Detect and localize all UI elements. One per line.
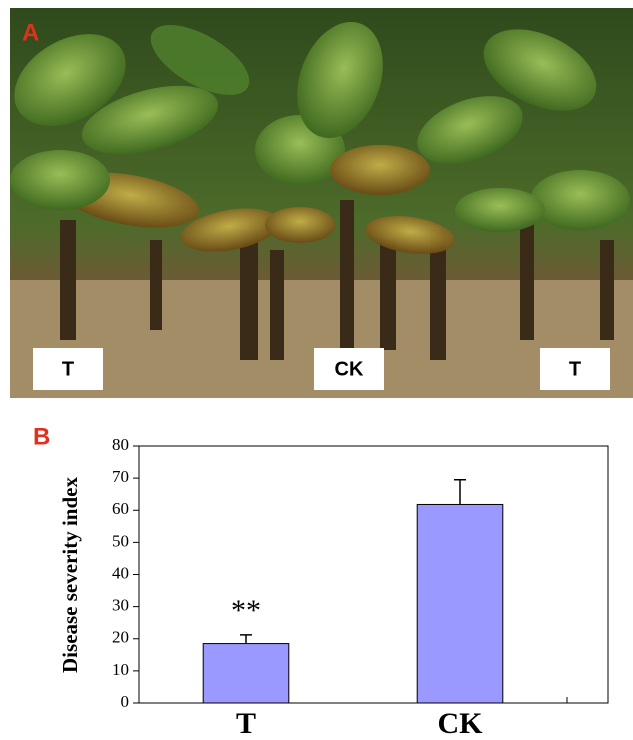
bar: [203, 644, 289, 703]
error-bar: [454, 480, 466, 505]
y-tick-label: 0: [121, 692, 130, 711]
y-tick-label: 50: [112, 531, 129, 550]
y-tick-label: 70: [112, 467, 129, 486]
panel-label: A: [22, 19, 39, 46]
figure: A T CK T B Disease severity index 0 10 20 3…: [0, 0, 633, 740]
error-bar: [240, 635, 252, 644]
photo: A T CK T: [0, 8, 633, 398]
y-tick-label: 40: [112, 563, 129, 582]
y-tick-label: 30: [112, 596, 129, 615]
y-tick-label: 20: [112, 628, 129, 647]
x-tick-label: CK: [438, 707, 484, 740]
y-axis-label: Disease severity index: [58, 477, 82, 673]
x-tick-label: T: [236, 707, 256, 740]
annotation: **: [231, 594, 261, 627]
y-tick-label: 60: [112, 499, 129, 518]
plot-label: CK: [335, 358, 364, 380]
bar: [417, 504, 503, 703]
y-tick-label: 10: [112, 660, 129, 679]
y-tick-label: 80: [112, 435, 129, 454]
page: A T CK T B Disease severity index 0 10 20 3…: [0, 0, 633, 740]
plot-label: T: [62, 358, 74, 380]
panel-label: B: [33, 423, 50, 450]
plot-label: T: [569, 358, 581, 380]
